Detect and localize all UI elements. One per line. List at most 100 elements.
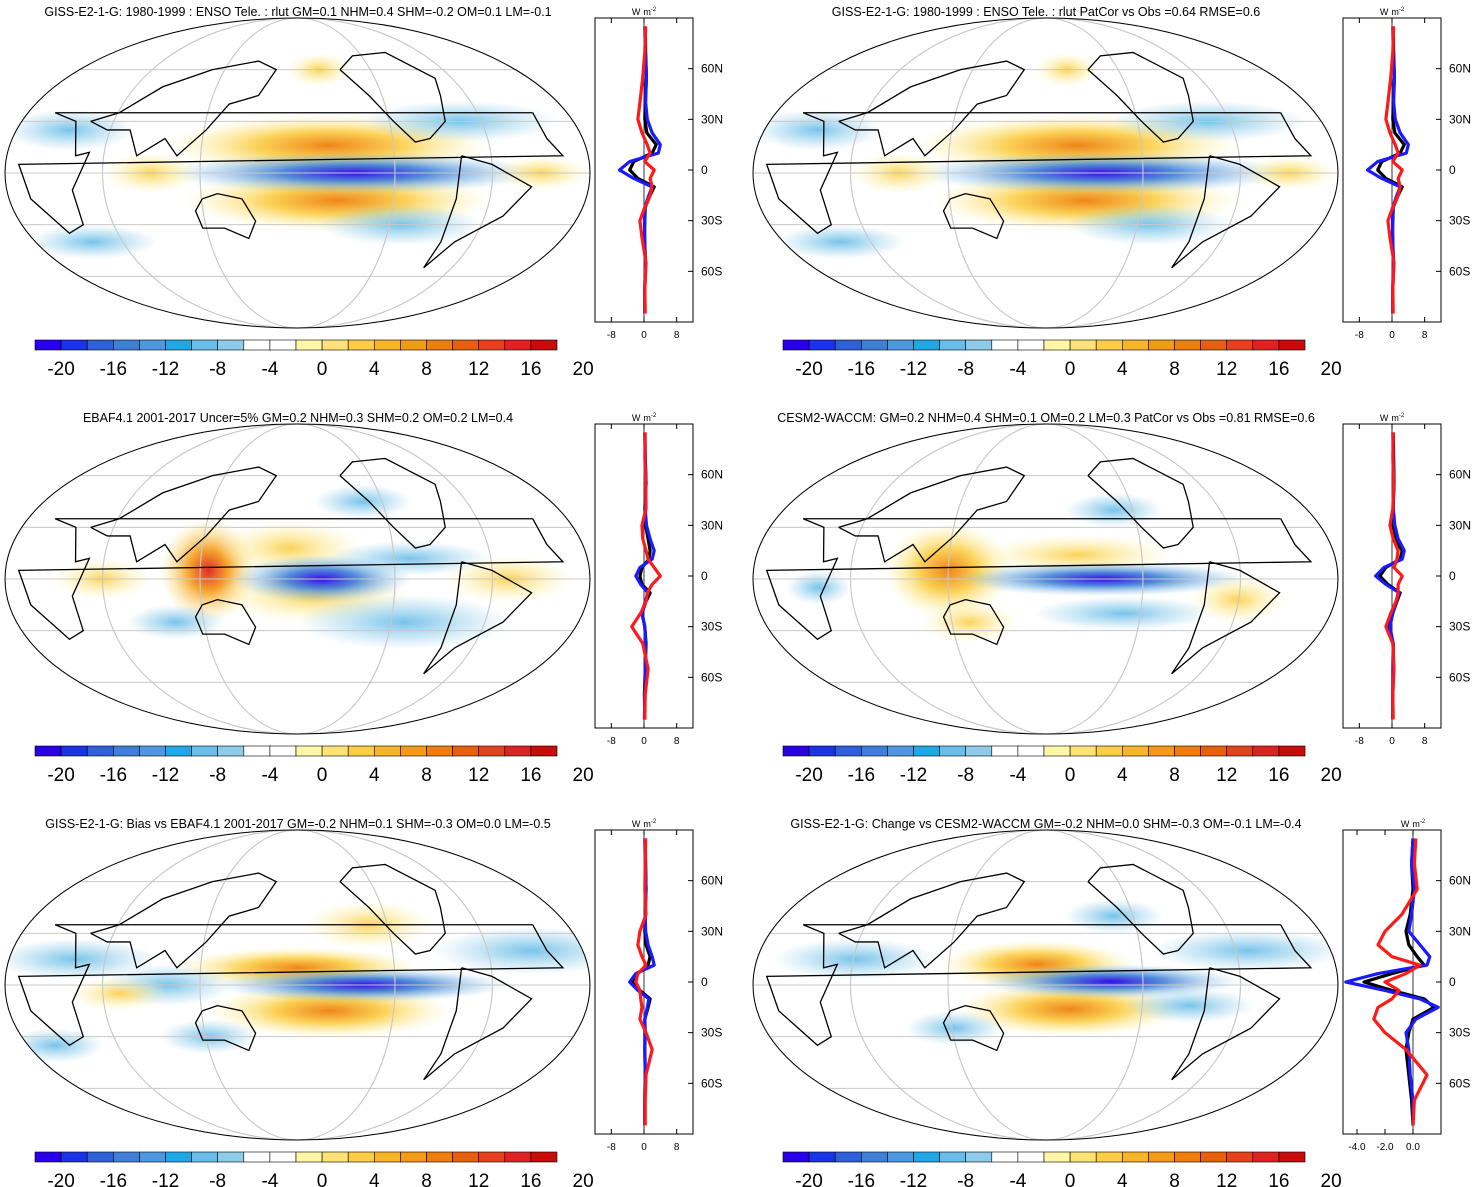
unit-exp: -2 [1399, 7, 1405, 13]
unit-main: W [1380, 7, 1389, 17]
profile-y-tick-label: 30N [701, 518, 723, 532]
map [5, 424, 590, 734]
colorbar-tick-label: -20 [795, 359, 822, 380]
colorbar-tick-label: 12 [468, 765, 489, 786]
profile-y-tick-label: 30S [701, 214, 722, 228]
coastline [90, 466, 278, 563]
colorbar-swatch [321, 1151, 349, 1163]
coastline [1171, 561, 1281, 675]
colorbar-tick-label: -4 [1009, 1171, 1026, 1187]
unit-exp: -2 [651, 413, 657, 419]
unit-sup: m [1391, 7, 1399, 17]
colorbar-swatch [347, 339, 375, 351]
unit-sup: m [643, 819, 651, 829]
colorbar-tick-label: -20 [795, 765, 822, 786]
colorbar-swatch [269, 339, 297, 351]
unit-sup: m [643, 413, 651, 423]
zonal-profile: 60N 30N 0 30S 60S -8 0 8 W m-2 [1342, 7, 1471, 341]
panel-title: CESM2-WACCM: GM=0.2 NHM=0.4 SHM=0.1 OM=0… [777, 411, 1315, 425]
colorbar-swatch [34, 745, 62, 757]
colorbar-swatch [1017, 339, 1045, 351]
colorbar-tick-label: 8 [421, 359, 432, 380]
zonal-profile: 60N 30N 0 30S 60S -8 0 8 W m-2 [594, 7, 723, 341]
colorbar-swatch [834, 745, 862, 757]
colorbar-swatch [1148, 339, 1175, 351]
coastline [423, 967, 533, 1081]
colorbar-tick-label: 4 [369, 765, 380, 786]
colorbar-swatch [1226, 1151, 1254, 1163]
panel-title: EBAF4.1 2001-2017 Uncer=5% GM=0.2 NHM=0.… [83, 411, 513, 425]
colorbar-tick-label: -8 [209, 359, 226, 380]
colorbar-swatch [991, 1151, 1019, 1163]
colorbar-swatch [1174, 339, 1201, 351]
colorbar-swatch [913, 1151, 940, 1163]
colorbar-swatch [1069, 1151, 1097, 1163]
profile-y-tick-label: 30S [1449, 620, 1470, 634]
profile-y-tick-label: 0 [1449, 975, 1456, 989]
colorbar-swatch [321, 745, 349, 757]
colorbar-swatch [400, 339, 427, 351]
longitude-gridline [947, 830, 1144, 1140]
colorbar-tick-label: -12 [152, 359, 179, 380]
colorbar-swatch [530, 745, 558, 757]
profile-series-red [1384, 432, 1404, 720]
colorbar-swatch [965, 1151, 993, 1163]
longitude-gridline [947, 424, 1144, 734]
colorbar-swatch [1095, 1151, 1123, 1163]
unit-exp: -2 [651, 7, 657, 13]
colorbar-swatch [86, 339, 114, 351]
colorbar-swatch [1278, 745, 1306, 757]
colorbar-tick-label: -12 [152, 765, 179, 786]
colorbar-swatch [60, 339, 88, 351]
unit-exp: -2 [1420, 819, 1426, 825]
colorbar-swatch [373, 745, 401, 757]
longitude-gridline [947, 18, 1144, 328]
colorbar-swatch [113, 745, 140, 757]
profile-series-red [634, 838, 654, 1126]
anomaly-region [753, 109, 883, 151]
colorbar-swatch [782, 745, 810, 757]
coastline [194, 598, 257, 646]
anomaly-region [328, 541, 491, 576]
colorbar-swatch [426, 339, 453, 351]
colorbar-swatch [530, 339, 558, 351]
colorbar-swatch [1069, 745, 1097, 757]
colorbar-swatch [243, 339, 271, 351]
profile-series-red [1372, 838, 1429, 1126]
colorbar-tick-label: -12 [152, 1171, 179, 1187]
unit-main: W [632, 819, 641, 829]
colorbar-swatch [373, 339, 401, 351]
unit-main: W [632, 7, 641, 17]
profile-series-blue [1344, 838, 1440, 1126]
profile-y-tick-label: 30N [701, 924, 723, 938]
colorbar-swatch [504, 339, 532, 351]
anomaly-region [27, 224, 158, 260]
colorbar-tick-label: -16 [848, 765, 875, 786]
coastline [423, 561, 533, 675]
coastline [838, 60, 1026, 157]
longitude-gridline [102, 830, 493, 1140]
panel-title: GISS-E2-1-G: Bias vs EBAF4.1 2001-2017 G… [45, 817, 550, 831]
profile-frame [1342, 829, 1442, 1135]
colorbar-swatch [1174, 1151, 1201, 1163]
colorbar-swatch [60, 745, 88, 757]
colorbar-swatch [887, 339, 914, 351]
colorbar: -20 -16 -12 -8 -4 0 4 8 12 16 20 [782, 339, 1342, 380]
zonal-profile: 60N 30N 0 30S 60S -8 0 8 W m-2 [594, 413, 723, 747]
longitude-gridline [199, 830, 396, 1140]
map [753, 18, 1338, 328]
profile-x-tick-label: -8 [607, 736, 616, 747]
colorbar-tick-label: -8 [957, 765, 974, 786]
colorbar-swatch [860, 1151, 888, 1163]
profile-y-tick-label: 60N [1449, 468, 1471, 482]
profile-y-tick-label: 30S [701, 620, 722, 634]
coastline [765, 924, 1313, 1047]
coastline [17, 924, 565, 1047]
colorbar-tick-label: 16 [520, 1171, 541, 1187]
profile-y-tick-label: 0 [701, 163, 708, 177]
profile-x-tick-label: 0 [641, 1142, 647, 1153]
colorbar-swatch [165, 745, 192, 757]
coastline [1171, 155, 1281, 269]
